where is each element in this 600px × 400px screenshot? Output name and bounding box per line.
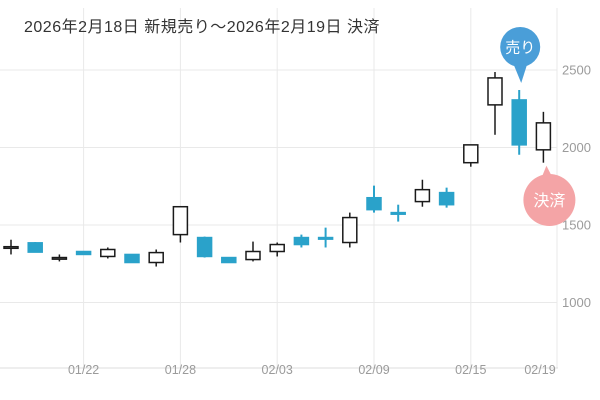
candle <box>148 249 164 267</box>
y-axis-tick-label: 1000 <box>562 295 591 310</box>
candle <box>414 179 431 207</box>
sell-balloon-label: 売り <box>505 40 535 57</box>
candle <box>172 205 189 243</box>
candle-body <box>463 144 479 164</box>
x-axis-tick-label: 02/03 <box>262 363 293 377</box>
settle-balloon-label: 決済 <box>533 192 565 210</box>
x-axis-tick-label: 01/28 <box>165 363 196 377</box>
candle-body <box>535 122 552 151</box>
sell-annotation: 売り <box>500 27 541 83</box>
candle-body <box>366 196 382 211</box>
candle-body <box>27 242 43 253</box>
candle <box>390 204 406 222</box>
candle <box>511 89 527 155</box>
candle-body <box>317 236 334 240</box>
candle-body <box>245 250 261 261</box>
candle <box>75 250 92 256</box>
candle <box>269 242 285 257</box>
candle <box>487 72 503 135</box>
candle-body <box>438 191 455 206</box>
candle <box>3 239 19 255</box>
candle <box>317 227 334 248</box>
y-axis-tick-label: 1500 <box>562 218 591 233</box>
candle <box>124 253 140 264</box>
x-axis-tick-label: 02/15 <box>455 363 486 377</box>
settle-annotation: 決済 <box>523 165 576 226</box>
candle <box>293 234 310 248</box>
candle-body <box>342 216 358 244</box>
candle-body <box>269 243 285 253</box>
candle-body <box>75 250 92 256</box>
candle <box>221 256 237 264</box>
candle <box>366 185 382 213</box>
candle-body <box>414 188 431 203</box>
candle <box>535 111 552 163</box>
candle-body <box>390 211 406 215</box>
candle-body <box>487 77 503 106</box>
candle-body <box>511 99 527 146</box>
candle <box>463 144 479 167</box>
candle <box>438 187 455 208</box>
y-axis-tick-label: 2000 <box>562 140 591 155</box>
candle-body <box>172 205 189 236</box>
candle-body <box>148 251 164 264</box>
candle-body <box>221 256 237 264</box>
chart-title: 2026年2月18日 新規売り〜2026年2月19日 決済 <box>24 19 380 36</box>
candle-body <box>293 236 310 246</box>
candle <box>245 241 261 262</box>
candle <box>196 236 213 258</box>
candle <box>51 254 68 262</box>
candle-body <box>51 256 68 260</box>
y-axis-tick-label: 2500 <box>562 63 591 78</box>
candle-body <box>100 248 116 258</box>
sell-balloon <box>500 27 541 67</box>
x-axis-tick-label: 02/09 <box>358 363 389 377</box>
candle-body <box>3 245 19 250</box>
candle-body <box>124 253 140 264</box>
settle-balloon <box>523 174 576 226</box>
x-axis-tick-label: 02/19 <box>524 363 555 377</box>
candle <box>27 242 43 253</box>
candle <box>342 212 358 248</box>
candle <box>100 247 116 259</box>
x-axis-tick-label: 01/22 <box>68 363 99 377</box>
candle-body <box>196 236 213 258</box>
